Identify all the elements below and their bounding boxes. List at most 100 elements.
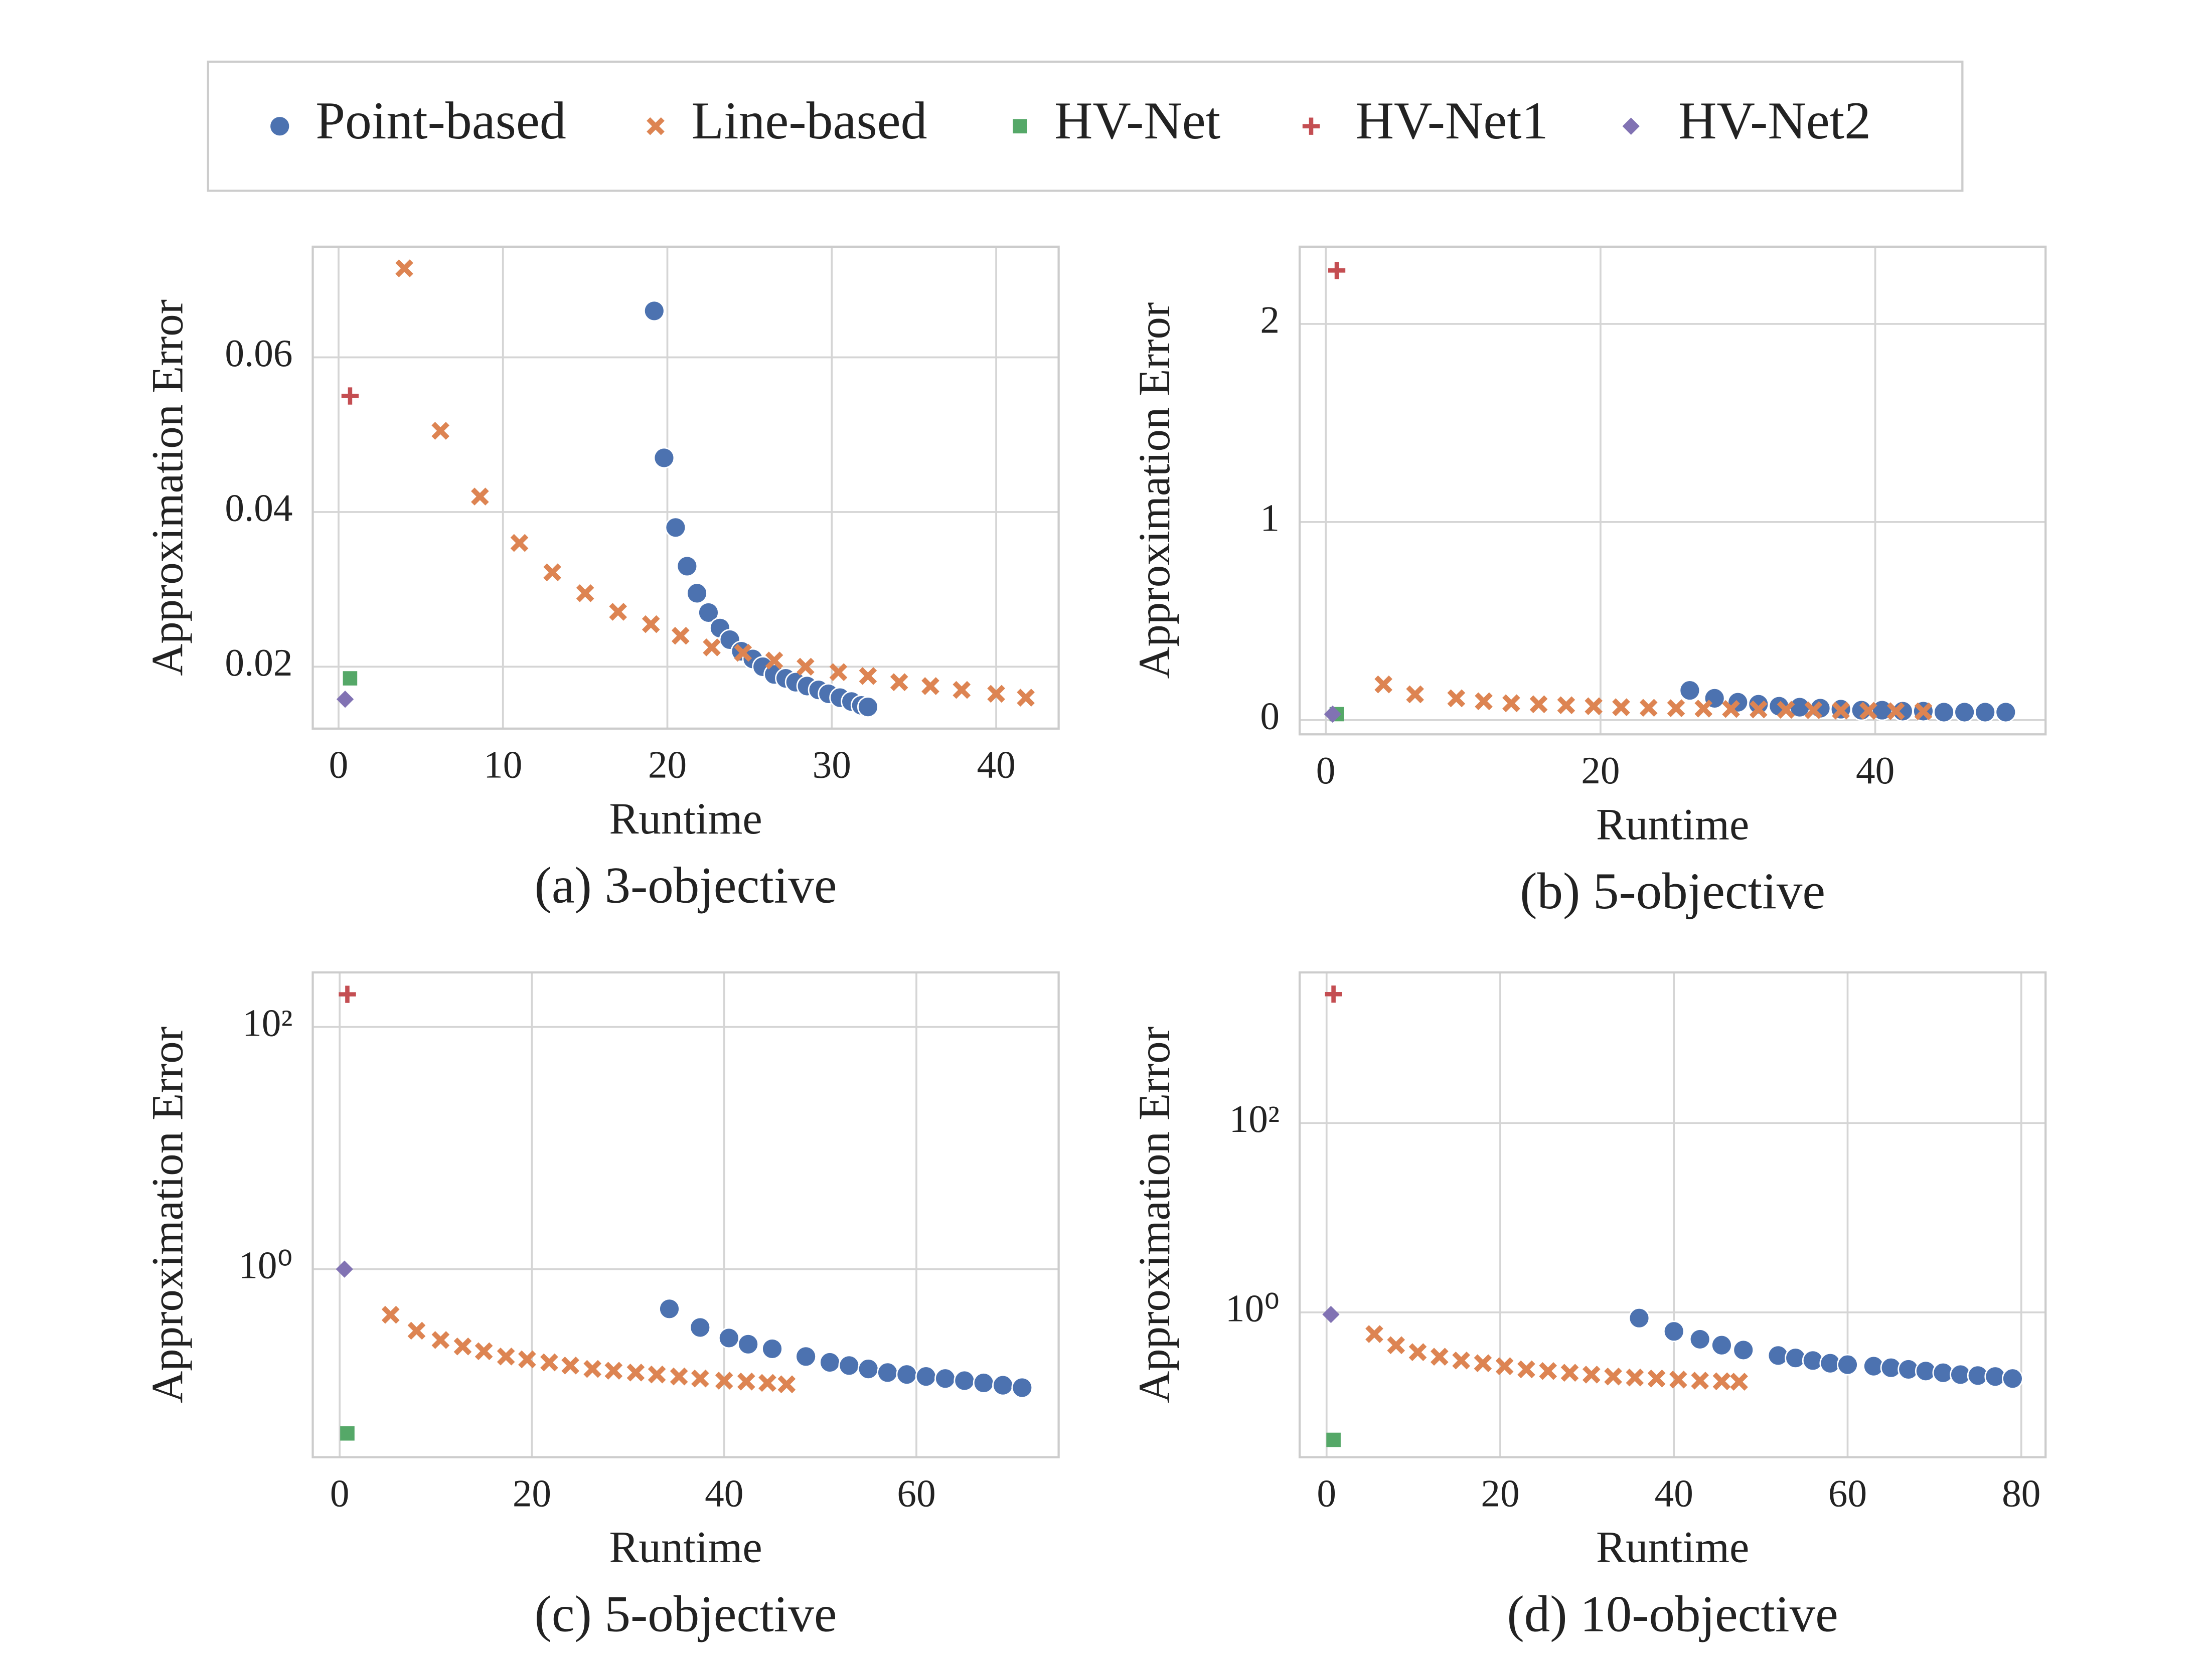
x-marker (1647, 1369, 1666, 1388)
point-marker (973, 1372, 995, 1394)
point-marker (718, 1327, 740, 1349)
x-marker (1886, 702, 1905, 720)
x-marker (671, 626, 690, 645)
legend-marker (1622, 117, 1640, 135)
x-marker (1722, 700, 1740, 718)
x-marker (1749, 700, 1768, 719)
x-tick-label: 10 (484, 743, 522, 786)
point-marker (857, 1358, 879, 1380)
point-marker (954, 1370, 976, 1392)
x-marker (758, 1374, 776, 1392)
point-marker (1628, 1307, 1650, 1329)
x-marker (1502, 694, 1520, 713)
point-marker (1837, 1354, 1858, 1376)
point-marker (915, 1366, 937, 1388)
point-marker (819, 1352, 841, 1373)
x-marker (1669, 1370, 1687, 1389)
point-marker (857, 696, 879, 718)
x-marker (561, 1356, 579, 1375)
y-axis-label: Approximation Error (143, 299, 193, 676)
x-tick-label: 0 (1316, 749, 1336, 792)
x-marker (543, 563, 561, 582)
x-marker (1612, 698, 1630, 716)
x-tick-label: 0 (330, 1471, 350, 1515)
x-tick-label: 40 (1856, 749, 1894, 792)
x-marker (829, 663, 848, 682)
x-marker (1832, 702, 1850, 720)
point-marker (1011, 1377, 1033, 1399)
x-marker (1604, 1367, 1622, 1386)
square-marker (340, 1426, 355, 1441)
x-marker (715, 1372, 733, 1390)
x-marker (1694, 700, 1713, 718)
x-marker (1387, 1336, 1405, 1355)
y-tick-label: 0.02 (225, 641, 292, 684)
x-marker (1691, 1372, 1709, 1390)
legend-box (207, 60, 1964, 192)
diamond-marker (336, 1260, 353, 1278)
point-marker (838, 1355, 860, 1377)
y-axis-label: Approximation Error (143, 1027, 193, 1403)
x-tick-label: 40 (1655, 1471, 1693, 1515)
legend-marker (1302, 117, 1320, 135)
point-marker (1732, 1339, 1755, 1361)
point-marker (877, 1362, 898, 1384)
x-axis-label: Runtime (1596, 1523, 1749, 1572)
legend-marker (647, 117, 665, 135)
plus-marker (1325, 985, 1342, 1003)
point-marker (1974, 701, 1996, 723)
x-marker (648, 1365, 666, 1384)
plot-frame (1298, 245, 2047, 736)
point-marker (676, 555, 698, 577)
x-marker (431, 422, 450, 440)
x-marker (497, 1347, 515, 1366)
plus-marker (339, 985, 356, 1003)
x-marker (1017, 689, 1035, 707)
x-marker (691, 1369, 709, 1388)
x-marker (1667, 699, 1685, 717)
point-marker (737, 1333, 759, 1355)
x-marker (1408, 1343, 1427, 1361)
x-marker (642, 615, 660, 633)
x-marker (576, 584, 594, 602)
subplot-caption: (c) 5-objective (535, 1585, 837, 1642)
y-tick-label: 10⁰ (1225, 1287, 1280, 1330)
point-marker (653, 447, 675, 469)
point-marker (689, 1316, 711, 1339)
plot-frame (311, 971, 1060, 1458)
x-tick-label: 60 (1828, 1471, 1867, 1515)
x-marker (859, 667, 877, 685)
x-marker (1560, 1364, 1579, 1382)
y-tick-label: 1 (1260, 496, 1280, 540)
x-axis-label: Runtime (609, 794, 762, 844)
y-tick-label: 10² (1229, 1097, 1280, 1140)
x-marker (765, 651, 783, 670)
x-marker (737, 1372, 755, 1391)
x-tick-label: 20 (1481, 1471, 1519, 1515)
x-marker (431, 1331, 450, 1349)
x-marker (1914, 702, 1933, 721)
legend-label: HV-Net2 (1678, 91, 1871, 150)
x-marker (1557, 696, 1575, 715)
square-marker (343, 671, 358, 686)
x-marker (703, 638, 721, 656)
x-tick-label: 20 (648, 743, 687, 786)
x-marker (609, 603, 627, 621)
x-marker (407, 1321, 426, 1340)
x-marker (1626, 1368, 1644, 1387)
square-marker (1326, 1432, 1341, 1447)
y-axis-label: Approximation Error (1130, 1027, 1179, 1403)
x-marker (1475, 692, 1493, 711)
x-marker (1712, 1372, 1731, 1391)
x-marker (797, 657, 815, 676)
plot-frame (311, 245, 1060, 730)
plus-marker (341, 387, 359, 405)
y-tick-label: 0.06 (225, 331, 292, 375)
point-marker (992, 1374, 1014, 1396)
point-marker (698, 602, 719, 623)
y-tick-label: 10⁰ (238, 1243, 292, 1286)
x-marker (1517, 1360, 1535, 1379)
x-tick-label: 0 (329, 743, 349, 786)
x-marker (1639, 699, 1658, 717)
